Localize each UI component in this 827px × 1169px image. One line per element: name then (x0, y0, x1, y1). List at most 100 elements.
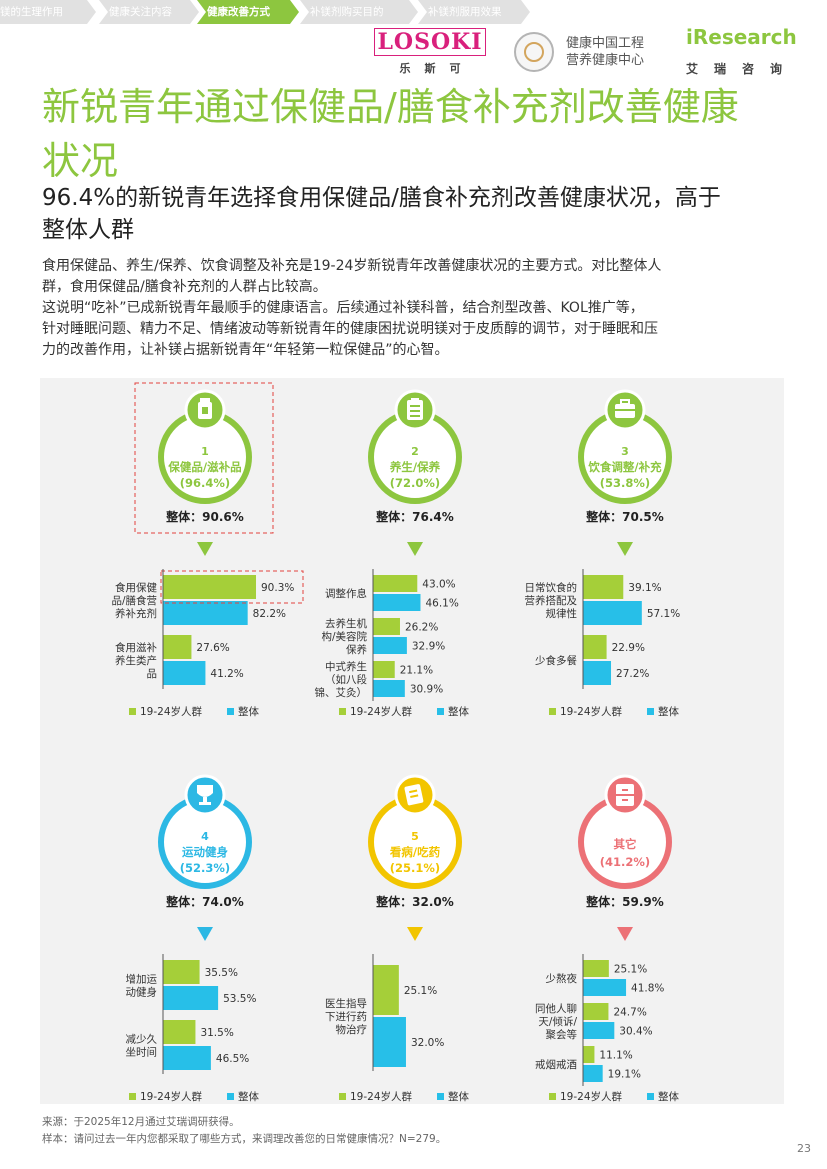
data-label-youth: 31.5% (200, 1027, 233, 1039)
data-label-youth: 90.3% (261, 582, 294, 594)
bar-youth (163, 960, 200, 984)
legend-label-overall: 整体 (238, 1090, 259, 1103)
breadcrumb-item-1[interactable]: 镁的生理作用 (0, 0, 96, 24)
category-youth-pct: (53.8%) (600, 476, 650, 490)
category-name: 看病/吃药 (389, 845, 441, 859)
legend-label-youth: 19-24岁人群 (560, 705, 623, 718)
category-arrow-icon (407, 542, 423, 556)
data-label-youth: 22.9% (612, 642, 645, 654)
legend-label-overall: 整体 (238, 705, 259, 718)
category-arrow-icon (197, 542, 213, 556)
legend-swatch-overall (227, 1093, 234, 1100)
data-label-overall: 27.2% (616, 668, 649, 680)
bar-overall (373, 1017, 406, 1067)
legend-swatch-youth (339, 708, 346, 715)
bar-youth (373, 661, 395, 678)
losoki-logo-cn: 乐斯可 (399, 62, 475, 75)
item-label: 调整作息 (325, 587, 367, 600)
cabinet-icon-handle (622, 789, 628, 791)
breadcrumb-item-2[interactable]: 健康关注内容 (99, 0, 199, 24)
medicine-note-icon-line (409, 789, 418, 794)
item-label: 食用滋补 (115, 641, 157, 654)
trophy-icon (197, 785, 213, 797)
item-label: 构/美容院 (321, 630, 367, 643)
item-label: 保养 (346, 643, 367, 656)
health-center-seal-icon (514, 32, 554, 72)
item-label: 规律性 (546, 607, 578, 620)
data-label-youth: 25.1% (614, 964, 647, 976)
lunchbox-icon-handle (620, 399, 630, 405)
legend-swatch-youth (129, 1093, 136, 1100)
breadcrumb-item-5[interactable]: 补镁剂服用效果 (418, 0, 530, 24)
item-label: 少食多餐 (535, 654, 577, 667)
data-label-youth: 11.1% (599, 1050, 632, 1062)
bar-youth (583, 1003, 609, 1020)
bar-overall (583, 1065, 603, 1082)
item-label: 日常饮食的 (525, 581, 578, 594)
legend-swatch-youth (129, 708, 136, 715)
item-label: 营养搭配及 (525, 594, 578, 607)
legend-swatch-overall (227, 708, 234, 715)
category-name: 饮食调整/补充 (587, 460, 662, 474)
data-label-overall: 53.5% (223, 993, 256, 1005)
bar-overall (163, 986, 219, 1010)
item-label: 品/膳食营 (111, 594, 157, 607)
bar-overall (163, 661, 206, 685)
category-name: 保健品/滋补品 (167, 460, 241, 474)
item-label: 增加运 (126, 973, 158, 986)
item-label: 下进行药 (325, 1010, 367, 1023)
breadcrumb-item-3[interactable]: 健康改善方式 (197, 0, 299, 24)
category-name: 运动健身 (182, 845, 228, 859)
supplement-bottle-icon-cap (200, 398, 210, 402)
lunchbox-icon-band (615, 409, 635, 411)
legend-swatch-overall (647, 1093, 654, 1100)
footnote-sample: 样本：请问过去一年内您都采取了哪些方式，来调理改善您的日常健康情况？N=279。 (42, 1133, 447, 1145)
item-label: 中式养生 (325, 660, 367, 673)
losoki-logo: LOSOKI (374, 28, 486, 56)
breadcrumb-item-4[interactable]: 补镁剂购买目的 (300, 0, 418, 24)
category-arrow-icon (407, 927, 423, 941)
legend-label-youth: 19-24岁人群 (140, 1090, 203, 1103)
cabinet-icon-divider (616, 794, 634, 796)
clipboard-icon-line (410, 415, 420, 417)
legend-swatch-youth (339, 1093, 346, 1100)
bar-overall (373, 680, 405, 697)
legend-swatch-overall (437, 1093, 444, 1100)
data-label-overall: 82.2% (253, 608, 286, 620)
trophy-icon-base (199, 802, 211, 805)
data-label-overall: 32.9% (412, 641, 445, 653)
bar-youth (583, 1046, 595, 1063)
bar-youth (373, 965, 399, 1015)
page-number: 23 (797, 1142, 811, 1155)
page-title: 新锐青年通过保健品/膳食补充剂改善健康 状况 (42, 85, 739, 183)
data-label-overall: 46.1% (425, 598, 458, 610)
category-name: 养生/保养 (389, 460, 441, 474)
item-label: 养补充剂 (115, 607, 157, 620)
bar-overall (163, 601, 248, 625)
iresearch-logo-cn: 艾瑞咨询 (686, 62, 799, 76)
data-label-youth: 24.7% (613, 1007, 646, 1019)
iresearch-logo: iResearch (686, 25, 797, 49)
item-label: 天/倾诉/ (538, 1015, 577, 1028)
legend-label-youth: 19-24岁人群 (140, 705, 203, 718)
item-label: 物治疗 (336, 1023, 368, 1036)
category-overall: 整体：76.4% (375, 509, 454, 524)
legend-label-youth: 19-24岁人群 (350, 705, 413, 718)
data-label-overall: 19.1% (608, 1069, 641, 1081)
data-label-youth: 21.1% (400, 665, 433, 677)
bar-youth (163, 575, 257, 599)
data-label-youth: 39.1% (628, 582, 661, 594)
data-label-overall: 32.0% (411, 1037, 444, 1049)
legend-label-overall: 整体 (658, 1090, 679, 1103)
item-label: 少熬夜 (546, 972, 578, 985)
category-name: 其它 (614, 837, 637, 851)
medicine-note-icon (404, 784, 424, 806)
category-arrow-icon (617, 542, 633, 556)
data-label-youth: 26.2% (405, 622, 438, 634)
bar-overall (163, 1046, 211, 1070)
item-label: 品 (147, 668, 158, 680)
category-rank: 1 (201, 445, 209, 458)
data-label-overall: 30.9% (410, 684, 443, 696)
category-rank: 5 (411, 830, 419, 843)
